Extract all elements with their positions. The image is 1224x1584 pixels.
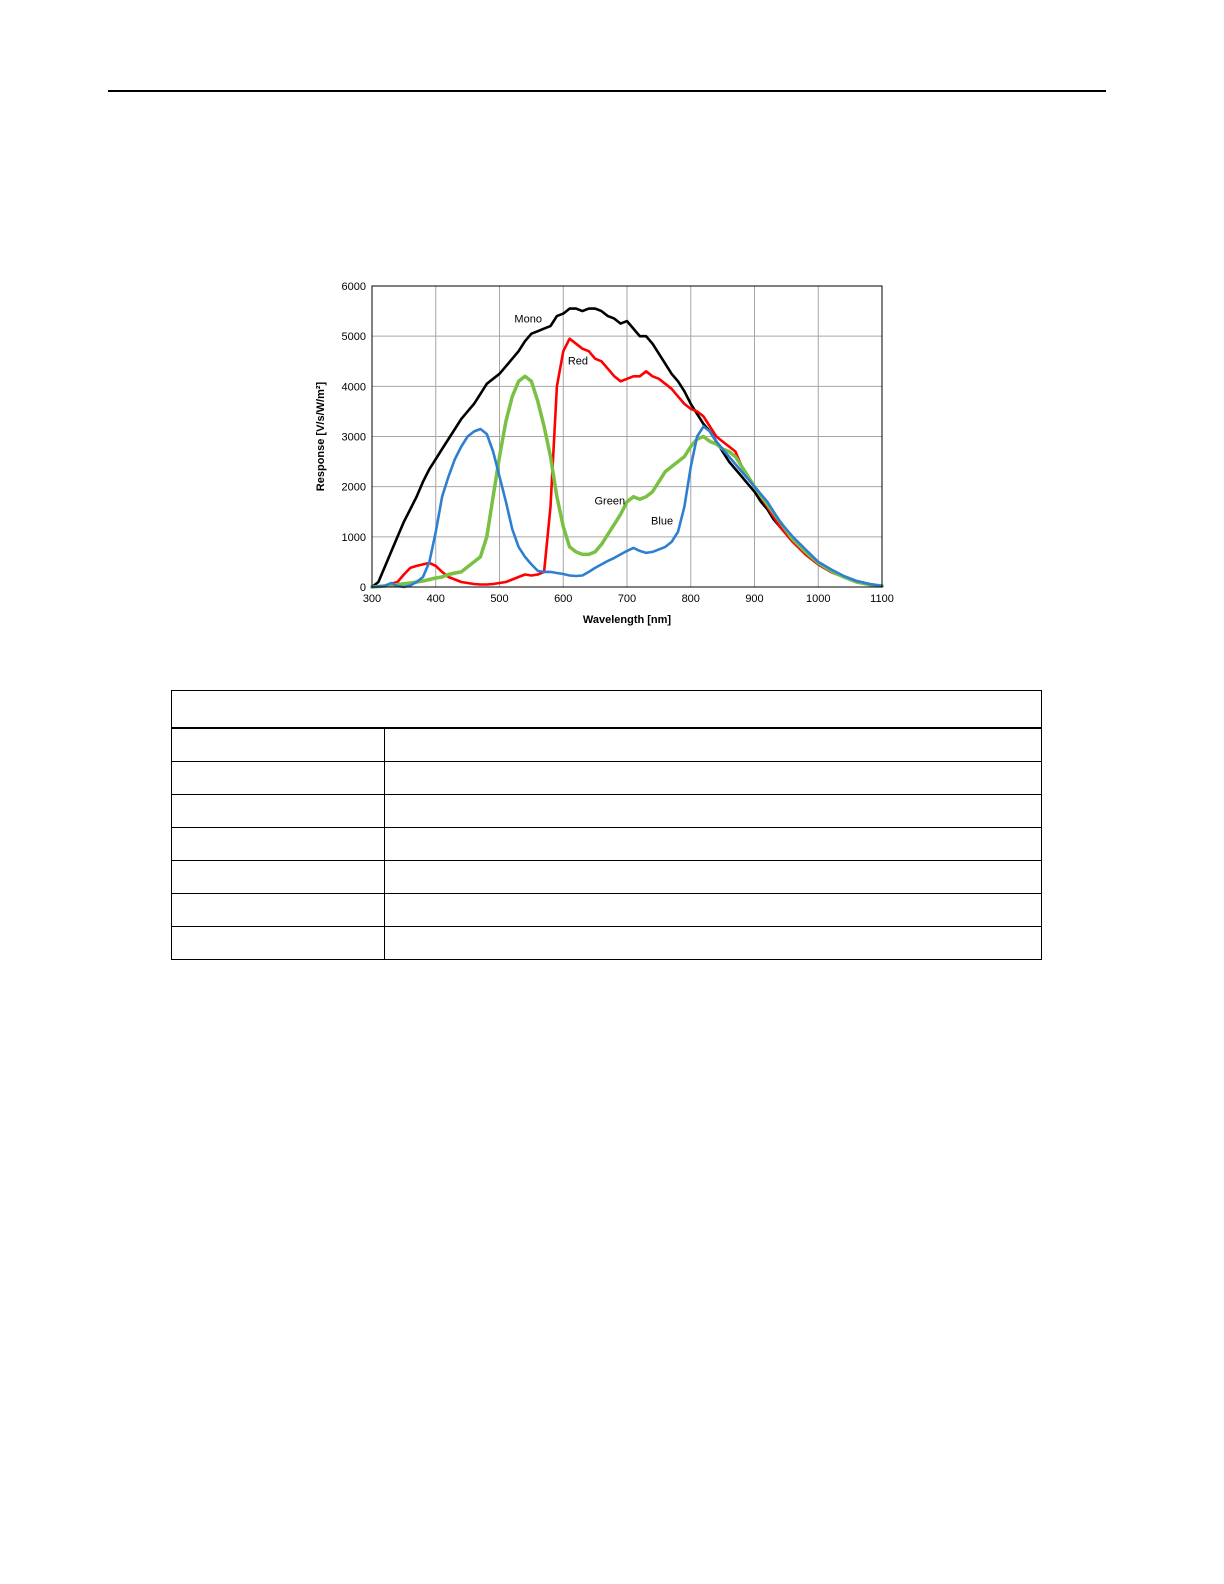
table-cell-value bbox=[384, 893, 1042, 927]
series-label-mono: Mono bbox=[514, 314, 542, 326]
table-row bbox=[171, 761, 1042, 795]
y-tick-label: 6000 bbox=[342, 281, 366, 293]
table-row bbox=[171, 926, 1042, 960]
series-line-green bbox=[370, 374, 884, 589]
y-tick-label: 2000 bbox=[342, 482, 366, 494]
y-tick-label: 5000 bbox=[342, 331, 366, 343]
x-tick-label: 500 bbox=[490, 593, 508, 605]
x-tick-label: 1000 bbox=[806, 593, 830, 605]
table-row bbox=[171, 893, 1042, 927]
tick-labels: 300 400 500 600 700 800 900 1000 1100 0 1000 2000 30… bbox=[342, 281, 894, 605]
table-cell-value bbox=[384, 794, 1042, 828]
spec-table bbox=[171, 690, 1042, 960]
table-row bbox=[171, 727, 1042, 762]
table-row bbox=[171, 827, 1042, 861]
table-cell-label bbox=[171, 761, 385, 795]
x-axis-title: Wavelength [nm] bbox=[583, 614, 672, 626]
x-tick-label: 600 bbox=[554, 593, 572, 605]
x-tick-label: 300 bbox=[363, 593, 381, 605]
table-cell-label bbox=[171, 893, 385, 927]
table-cell-label bbox=[171, 860, 385, 894]
table-cell-value bbox=[384, 827, 1042, 861]
y-tick-label: 1000 bbox=[342, 532, 366, 544]
table-cell-label bbox=[171, 827, 385, 861]
x-tick-label: 1100 bbox=[870, 593, 894, 605]
series-label-blue: Blue bbox=[651, 516, 673, 528]
series-label-red: Red bbox=[568, 355, 588, 367]
table-cell-value bbox=[384, 727, 1042, 762]
y-tick-label: 4000 bbox=[342, 381, 366, 393]
table-cell-value bbox=[384, 860, 1042, 894]
header-rule bbox=[108, 90, 1106, 92]
table-row bbox=[171, 860, 1042, 894]
table-cell-value bbox=[384, 761, 1042, 795]
table-cell-label bbox=[171, 794, 385, 828]
table-title-row bbox=[171, 690, 1042, 729]
y-tick-label: 0 bbox=[360, 582, 366, 594]
x-tick-label: 800 bbox=[682, 593, 700, 605]
series-lines bbox=[370, 307, 884, 589]
y-tick-label: 3000 bbox=[342, 432, 366, 444]
x-tick-label: 900 bbox=[745, 593, 763, 605]
series-labels: Mono Red Green Blue bbox=[514, 314, 673, 528]
series-label-green: Green bbox=[594, 496, 625, 508]
y-axis-title: Response [V/s/W/m²] bbox=[315, 381, 327, 491]
table-cell-label bbox=[171, 926, 385, 960]
x-tick-label: 700 bbox=[618, 593, 636, 605]
chart-svg: 300 400 500 600 700 800 900 1000 1100 0 1000 2000 30… bbox=[315, 281, 894, 626]
table-row bbox=[171, 794, 1042, 828]
table-cell-value bbox=[384, 926, 1042, 960]
table-cell-label bbox=[171, 727, 385, 762]
x-tick-label: 400 bbox=[427, 593, 445, 605]
series-line-mono bbox=[370, 307, 884, 589]
grid bbox=[371, 285, 883, 588]
spectral-response-chart: 300 400 500 600 700 800 900 1000 1100 0 1000 2000 30… bbox=[300, 270, 920, 640]
table-title-cell bbox=[171, 690, 1042, 729]
plot-frame bbox=[371, 285, 883, 588]
series-line-blue bbox=[370, 425, 884, 589]
